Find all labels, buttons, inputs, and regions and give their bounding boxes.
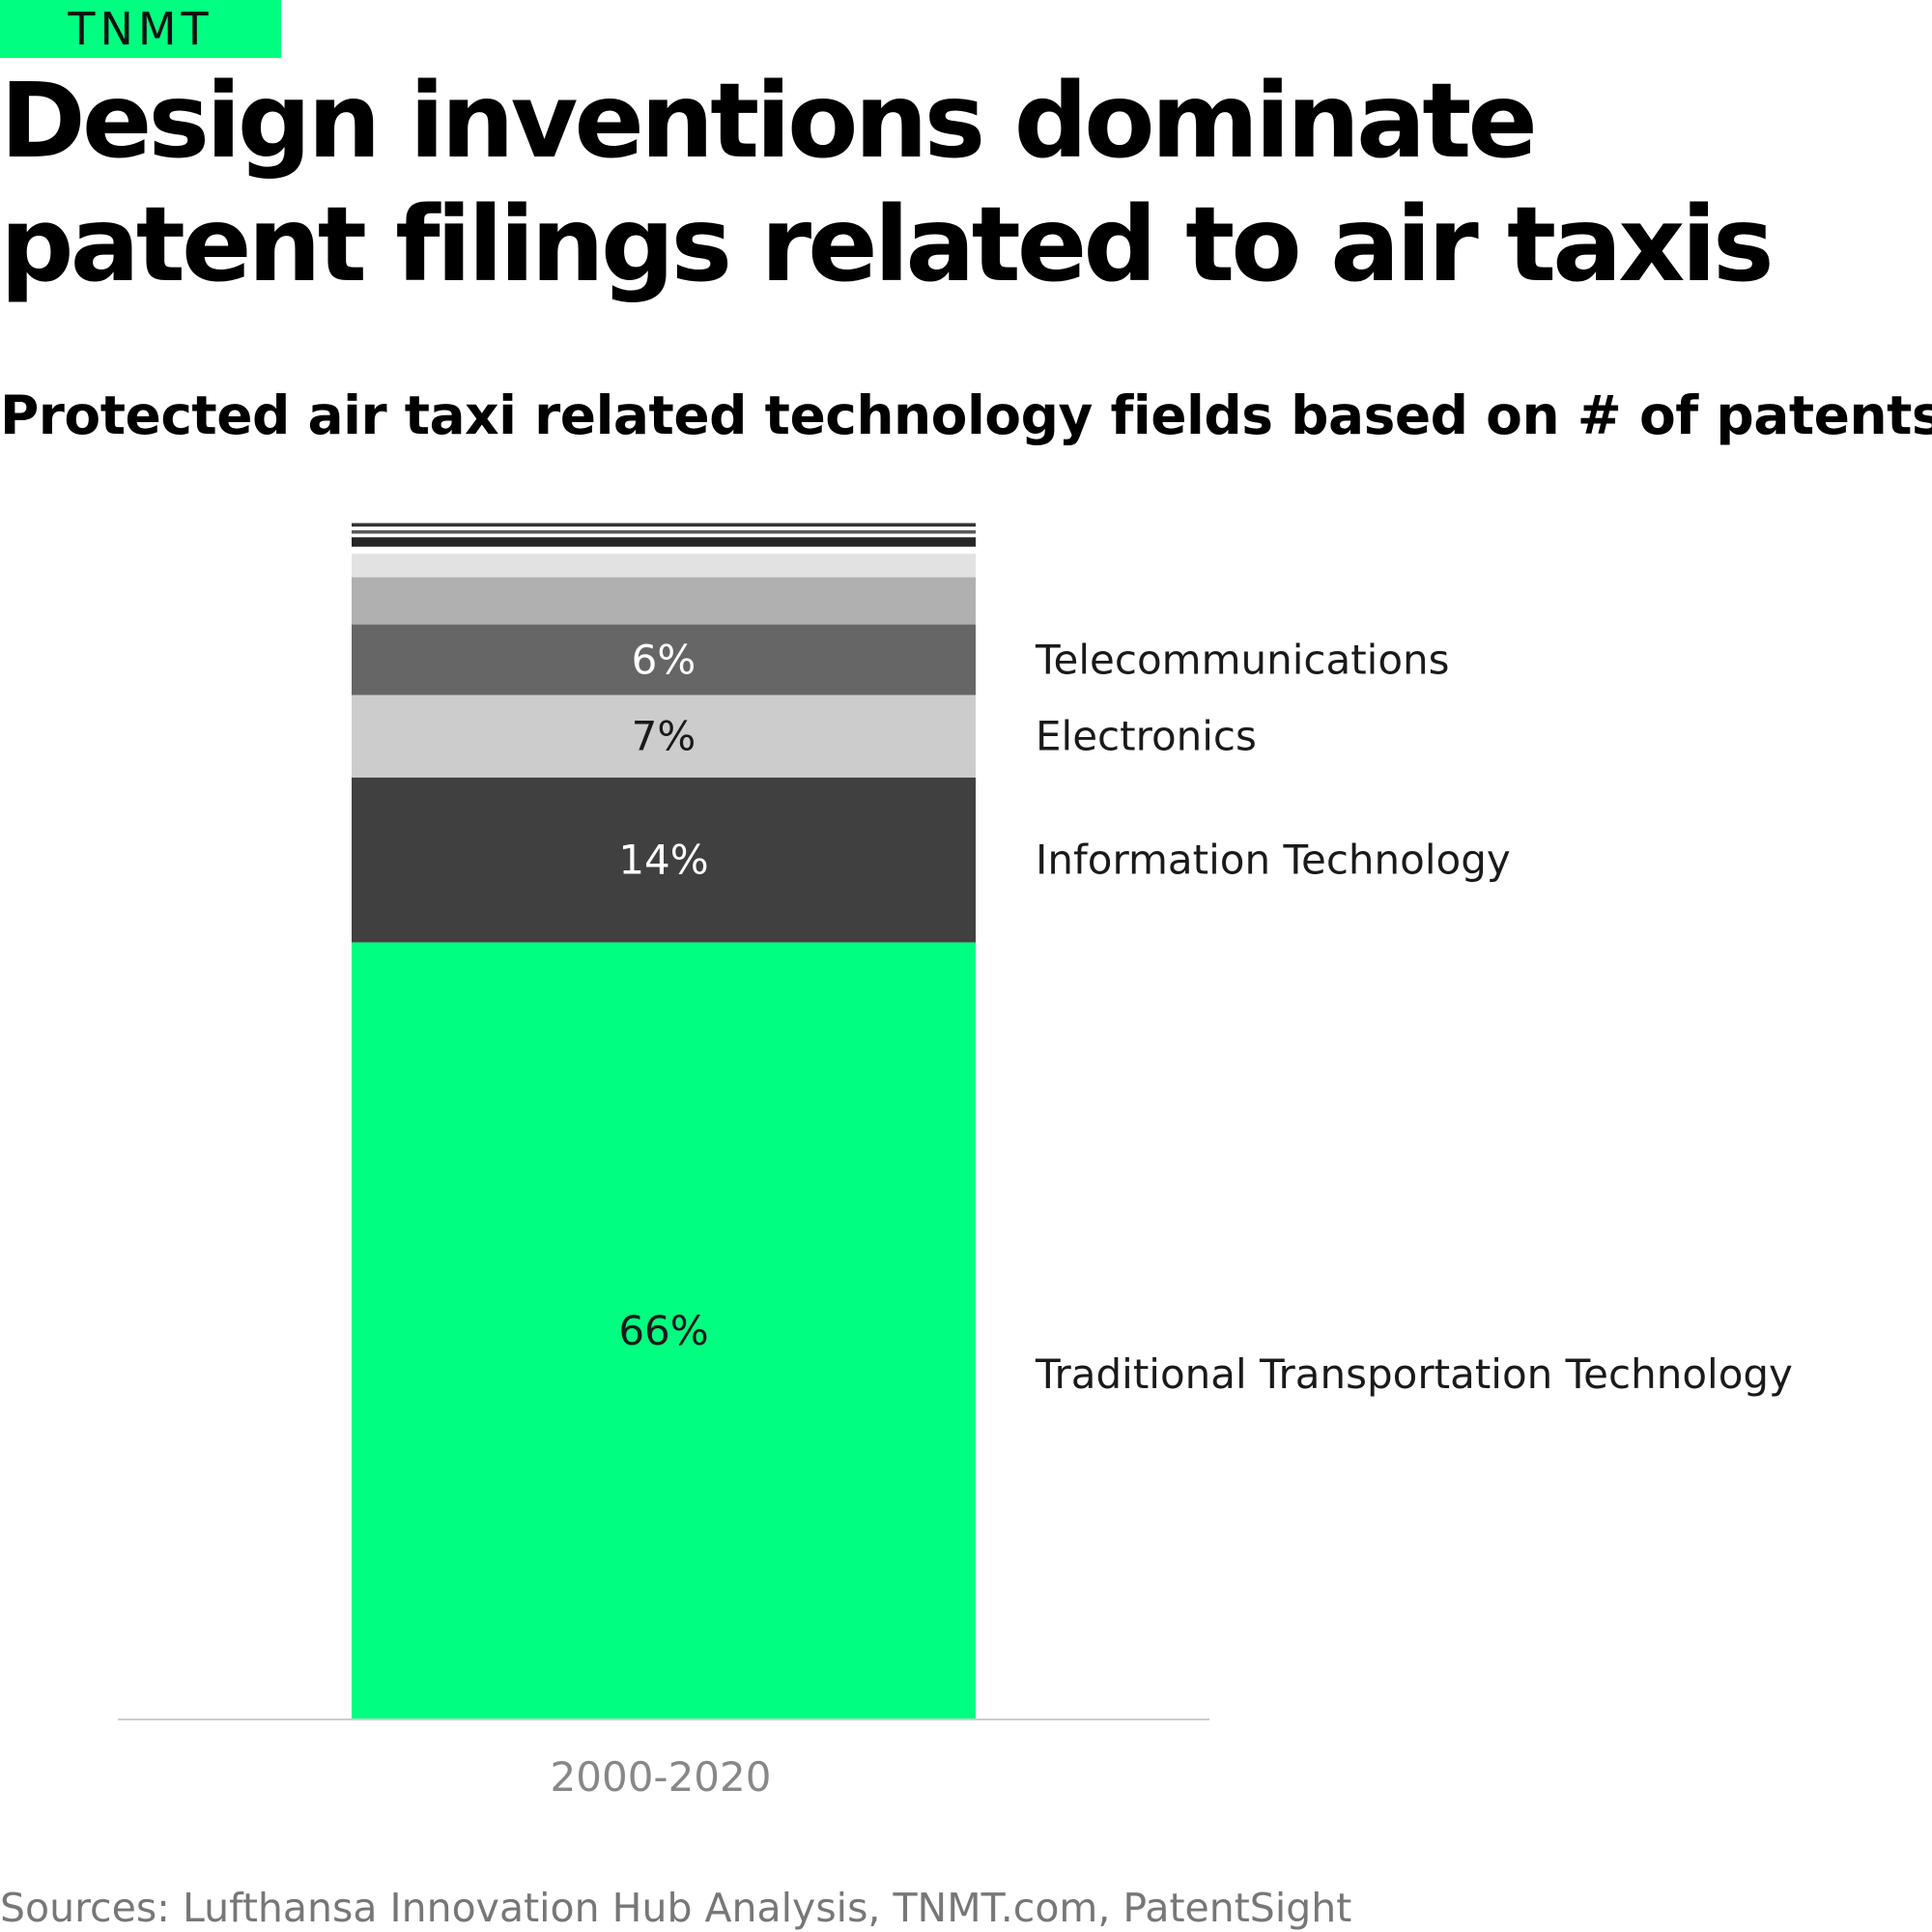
x-tick-label: 2000-2020 [551, 1753, 772, 1801]
segment-value-label: 14% [618, 837, 708, 884]
segment-value-labels: 66% 14% 7% 6% [618, 636, 708, 1354]
chart-subtitle: Protected air taxi related technology fi… [0, 384, 1932, 446]
category-label-information-technology: Information Technology [1036, 837, 1511, 884]
bar-segment-minor-7 [352, 537, 976, 547]
bar-segment-minor-10 [352, 526, 976, 530]
category-label-telecommunications: Telecommunications [1035, 636, 1450, 683]
chart-title: Design inventions dominate patent filing… [0, 62, 1775, 305]
bar-segment-minor-5 [352, 554, 976, 578]
segment-value-label: 66% [618, 1307, 708, 1354]
bar-segment-minor-4 [352, 577, 976, 625]
category-labels: Traditional Transportation Technology Inf… [1035, 636, 1793, 1398]
bar-segment-minor-6 [352, 546, 976, 554]
bar-segment-traditional-transportation-technology [352, 942, 976, 1719]
segment-value-label: 6% [632, 636, 696, 683]
bar-segments [352, 523, 976, 1719]
segment-value-label: 7% [632, 713, 696, 760]
bar-segment-minor-11 [352, 523, 976, 527]
bar-segment-electronics [352, 695, 976, 778]
bar-segment-information-technology [352, 777, 976, 943]
source-note: Sources: Lufthansa Innovation Hub Analys… [0, 1885, 1352, 1931]
bar-segment-minor-8 [352, 533, 976, 538]
bar-segment-minor-9 [352, 529, 976, 534]
brand-logo: TNMT [0, 0, 281, 58]
category-label-electronics: Electronics [1036, 713, 1257, 760]
category-label-traditional-transportation-technology: Traditional Transportation Technology [1035, 1350, 1793, 1398]
bar-segment-telecommunications [352, 624, 976, 696]
